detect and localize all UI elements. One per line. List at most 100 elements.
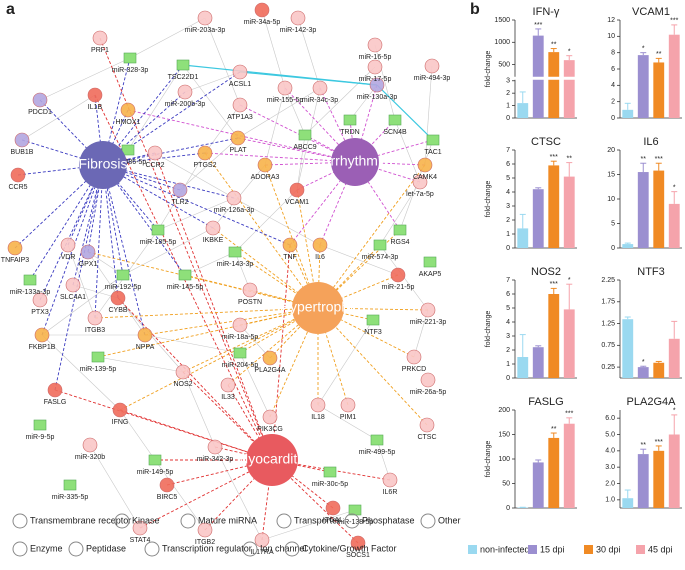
edge (376, 84, 434, 141)
mirna-node (33, 419, 47, 431)
node-label: miR-143-3p (217, 261, 254, 268)
edge (127, 64, 184, 151)
bar (548, 165, 560, 248)
legend-icon (284, 541, 300, 557)
bar (532, 462, 544, 508)
node-label: miR-139-5p (80, 366, 117, 373)
hub-label: Fibrosis (78, 156, 127, 172)
gene-node (406, 349, 422, 365)
bar (637, 172, 649, 248)
node-label: TLR2 (171, 199, 188, 206)
gene-node (197, 522, 213, 538)
node-label: ACSL1 (229, 81, 251, 88)
edge (97, 356, 184, 373)
edge (204, 104, 241, 154)
edge (284, 87, 306, 136)
edge (319, 244, 399, 276)
bar (548, 437, 560, 508)
y-tick-label: 1500 (494, 17, 510, 24)
significance: * (568, 277, 571, 284)
y-tick-label: 6 (611, 66, 615, 73)
legend-label: Mature miRNA (198, 515, 257, 525)
mirna-node (426, 134, 440, 146)
node-label: TSC22D1 (168, 74, 199, 81)
mirna-node (176, 59, 190, 71)
gene-node (262, 409, 278, 425)
node-label: IKBKE (203, 237, 224, 244)
gene-node (242, 282, 258, 298)
gene-node (424, 58, 440, 74)
node-label: miR-30c-5p (312, 481, 348, 488)
hub-node (292, 282, 344, 334)
y-tick-label: 1.75 (601, 299, 615, 306)
significance: * (568, 49, 571, 56)
edge (261, 509, 356, 541)
node-label: STAT4 (130, 537, 151, 544)
mirna-node (393, 224, 407, 236)
y-tick-label: 5 (506, 175, 510, 182)
significance: * (673, 184, 676, 191)
gene-node (80, 244, 96, 260)
node-label: TNF (283, 254, 297, 261)
y-tick-label: 20 (607, 147, 615, 154)
edge (239, 352, 271, 418)
node-label: ITGB3 (85, 327, 105, 334)
edge (296, 161, 356, 191)
bar (517, 228, 529, 248)
node-label: PIK3CG (257, 426, 283, 433)
gene-node (112, 402, 128, 418)
gene-node (257, 157, 273, 173)
bar (517, 357, 529, 378)
y-tick-label: 1000 (494, 39, 510, 46)
edge (239, 71, 378, 86)
node-label: miR-320b (75, 454, 105, 461)
node-label: NTF3 (364, 329, 382, 336)
legend-label: Enzyme (30, 543, 63, 553)
node-label: RGS4 (390, 239, 409, 246)
edge (94, 94, 104, 166)
node-label: IL17RA (250, 549, 274, 556)
y-tick-label: 1 (506, 231, 510, 238)
edge (374, 44, 396, 121)
node-label: PLAT (230, 147, 248, 154)
node-label: GPX1 (79, 261, 98, 268)
edge (182, 64, 239, 139)
node-label: FKBP1B (29, 344, 56, 351)
edge (424, 65, 433, 166)
bar (653, 362, 665, 378)
edge (304, 66, 376, 136)
node-label: miR-203a-3p (185, 27, 226, 34)
panel-label: a (6, 1, 15, 18)
node-label: miR-185-5p (140, 239, 177, 246)
gene-node (369, 77, 385, 93)
mirna-node (348, 504, 362, 516)
legend-swatch (584, 545, 593, 554)
gene-node (47, 382, 63, 398)
node-label: miR-16-5p (359, 54, 392, 61)
legend-icon (180, 513, 196, 529)
edge (72, 284, 119, 299)
node-label: PTGS2 (194, 162, 217, 169)
y-tick-label: 1 (506, 102, 510, 109)
edge (182, 371, 273, 461)
node-label: IL1B (88, 104, 103, 111)
y-tick-label: 0 (506, 505, 510, 512)
edge (67, 244, 96, 319)
gene-node (175, 364, 191, 380)
edge (204, 152, 356, 163)
gene-node (82, 437, 98, 453)
node-label: IL6R (383, 489, 398, 496)
y-tick-label: 8 (611, 50, 615, 57)
gene-node (34, 327, 50, 343)
legend-swatch (636, 545, 645, 554)
node-label: TRDN (340, 129, 359, 136)
mirna-node (121, 144, 135, 156)
edge (317, 229, 401, 309)
gene-node (92, 30, 108, 46)
mirna-node (23, 274, 37, 286)
edge (117, 297, 273, 461)
mirna-node (151, 224, 165, 236)
y-tick-label: 7 (506, 277, 510, 284)
bar (563, 309, 575, 378)
bar (548, 294, 560, 378)
